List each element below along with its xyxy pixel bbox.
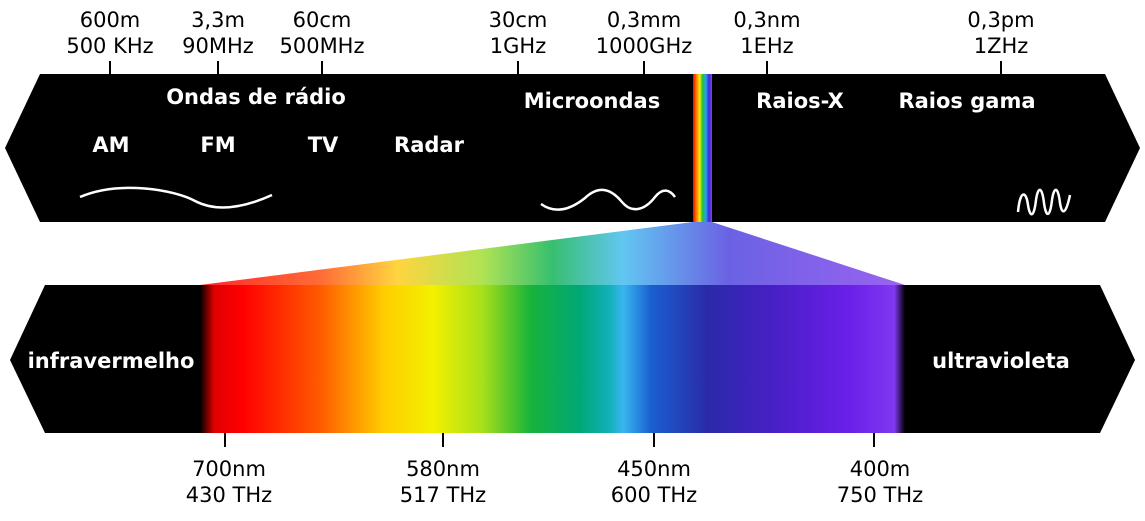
- top-tick: 0,3pm 1ZHz: [967, 8, 1035, 75]
- fm-label: FM: [200, 133, 235, 157]
- tv-label: TV: [308, 133, 339, 157]
- top-tick-frequency: 500 KHz: [66, 34, 153, 58]
- top-tick-frequency: 1EHz: [740, 34, 793, 58]
- top-tick-frequency: 1ZHz: [974, 34, 1029, 58]
- am-label: AM: [92, 133, 129, 157]
- medium-wave-icon: [540, 188, 677, 211]
- bottom-tick-wavelength: 400m: [850, 457, 911, 481]
- top-tick-wavelength: 0,3nm: [733, 8, 800, 32]
- bottom-tick-wavelength: 580nm: [406, 457, 480, 481]
- radio-waves-label: Ondas de rádio: [166, 85, 346, 109]
- ultraviolet-label: ultravioleta: [932, 349, 1070, 373]
- xrays-label: Raios-X: [756, 89, 844, 113]
- long-wave-icon: [79, 186, 273, 209]
- bottom-tick: 700nm 430 THz: [186, 433, 272, 507]
- infrared-label: infravermelho: [28, 349, 195, 373]
- top-tick: 60cm 500MHz: [279, 8, 365, 75]
- top-scale: 600m 500 KHz 3,3m 90MHz 60cm 500MHz 30cm…: [66, 8, 1035, 75]
- bottom-tick-frequency: 430 THz: [186, 483, 272, 507]
- gamma-rays-label: Raios gama: [898, 89, 1035, 113]
- bottom-tick-wavelength: 450nm: [617, 457, 691, 481]
- top-tick-frequency: 90MHz: [182, 34, 254, 58]
- top-tick-wavelength: 60cm: [293, 8, 352, 32]
- bottom-tick: 400m 750 THz: [837, 433, 923, 507]
- top-tick: 600m 500 KHz: [66, 8, 154, 75]
- visible-spectrum-gradient: [198, 285, 905, 433]
- top-tick: 3,3m 90MHz: [182, 8, 254, 75]
- top-tick-frequency: 1GHz: [490, 34, 546, 58]
- bottom-tick-frequency: 517 THz: [400, 483, 486, 507]
- visible-light-fan: [200, 222, 905, 285]
- short-wave-icon: [1016, 188, 1072, 216]
- top-tick-wavelength: 30cm: [489, 8, 548, 32]
- bottom-tick: 450nm 600 THz: [611, 433, 697, 507]
- top-tick: 0,3mm 1000GHz: [596, 8, 693, 75]
- top-tick: 30cm 1GHz: [489, 8, 548, 75]
- bottom-tick-wavelength: 700nm: [192, 457, 266, 481]
- visible-light-stripe: [693, 74, 712, 222]
- bottom-scale: 700nm 430 THz 580nm 517 THz 450nm 600 TH…: [186, 433, 923, 507]
- bottom-tick-frequency: 750 THz: [837, 483, 923, 507]
- top-tick-frequency: 1000GHz: [596, 34, 693, 58]
- top-tick: 0,3nm 1EHz: [733, 8, 801, 75]
- radar-label: Radar: [394, 133, 465, 157]
- top-tick-wavelength: 0,3pm: [967, 8, 1034, 32]
- top-spectrum-band: [5, 74, 1140, 222]
- top-tick-wavelength: 600m: [80, 8, 141, 32]
- top-tick-wavelength: 0,3mm: [607, 8, 681, 32]
- top-tick-wavelength: 3,3m: [191, 8, 245, 32]
- bottom-tick-frequency: 600 THz: [611, 483, 697, 507]
- top-tick-frequency: 500MHz: [279, 34, 364, 58]
- microwaves-label: Microondas: [524, 89, 660, 113]
- bottom-tick: 580nm 517 THz: [400, 433, 486, 507]
